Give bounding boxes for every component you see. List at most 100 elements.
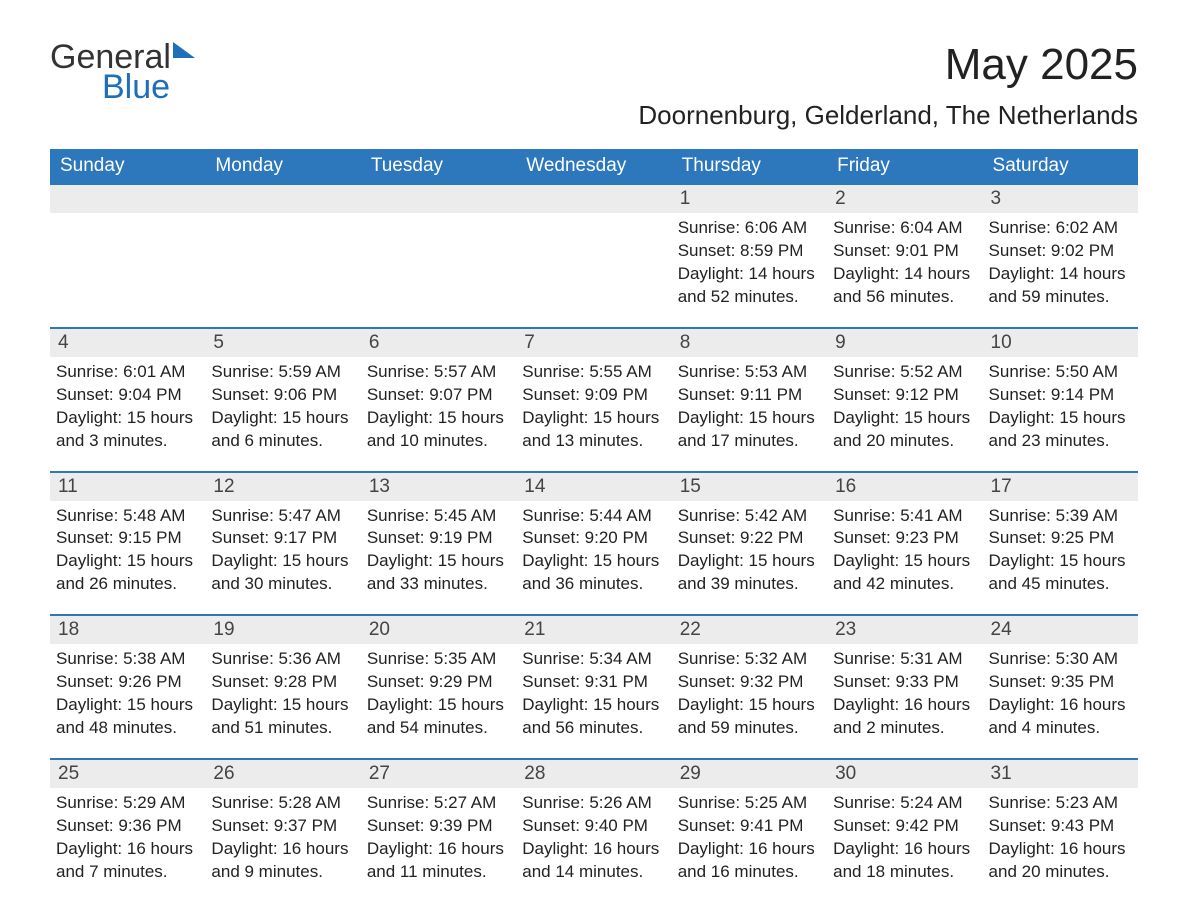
day-info: Sunrise: 5:48 AMSunset: 9:15 PMDaylight:… [56, 505, 199, 597]
day-info: Sunrise: 5:28 AMSunset: 9:37 PMDaylight:… [211, 792, 354, 884]
day-number: 23 [827, 616, 982, 644]
sunset-line: Sunset: 9:25 PM [989, 527, 1132, 550]
day-number: 13 [361, 473, 516, 501]
calendar-day-cell: 31Sunrise: 5:23 AMSunset: 9:43 PMDayligh… [983, 759, 1138, 902]
calendar-week-row: 4Sunrise: 6:01 AMSunset: 9:04 PMDaylight… [50, 328, 1138, 472]
day-number: 15 [672, 473, 827, 501]
sunset-line: Sunset: 9:35 PM [989, 671, 1132, 694]
day-info: Sunrise: 6:02 AMSunset: 9:02 PMDaylight:… [989, 217, 1132, 309]
daylight-line: Daylight: 15 hours and 13 minutes. [522, 407, 665, 453]
sunrise-line: Sunrise: 5:55 AM [522, 361, 665, 384]
calendar-day-cell: 1Sunrise: 6:06 AMSunset: 8:59 PMDaylight… [672, 184, 827, 328]
sunrise-line: Sunrise: 6:06 AM [678, 217, 821, 240]
sunset-line: Sunset: 9:40 PM [522, 815, 665, 838]
day-number: . [205, 185, 360, 213]
calendar-day-cell: 6Sunrise: 5:57 AMSunset: 9:07 PMDaylight… [361, 328, 516, 472]
day-number: . [50, 185, 205, 213]
sunset-line: Sunset: 9:43 PM [989, 815, 1132, 838]
day-number: 25 [50, 760, 205, 788]
daylight-line: Daylight: 15 hours and 54 minutes. [367, 694, 510, 740]
day-number: 20 [361, 616, 516, 644]
calendar-day-cell: 3Sunrise: 6:02 AMSunset: 9:02 PMDaylight… [983, 184, 1138, 328]
calendar-day-cell: 27Sunrise: 5:27 AMSunset: 9:39 PMDayligh… [361, 759, 516, 902]
day-header: Thursday [672, 149, 827, 184]
daylight-line: Daylight: 16 hours and 16 minutes. [678, 838, 821, 884]
sunrise-line: Sunrise: 5:53 AM [678, 361, 821, 384]
day-info: Sunrise: 5:50 AMSunset: 9:14 PMDaylight:… [989, 361, 1132, 453]
day-number: 19 [205, 616, 360, 644]
day-info: Sunrise: 5:47 AMSunset: 9:17 PMDaylight:… [211, 505, 354, 597]
calendar-day-cell: 18Sunrise: 5:38 AMSunset: 9:26 PMDayligh… [50, 615, 205, 759]
header: General Blue May 2025 Doornenburg, Gelde… [50, 40, 1138, 141]
day-info: Sunrise: 5:27 AMSunset: 9:39 PMDaylight:… [367, 792, 510, 884]
day-header: Saturday [983, 149, 1138, 184]
sunset-line: Sunset: 9:26 PM [56, 671, 199, 694]
calendar-day-cell: 30Sunrise: 5:24 AMSunset: 9:42 PMDayligh… [827, 759, 982, 902]
sunset-line: Sunset: 9:15 PM [56, 527, 199, 550]
day-info: Sunrise: 5:31 AMSunset: 9:33 PMDaylight:… [833, 648, 976, 740]
calendar-day-cell: 29Sunrise: 5:25 AMSunset: 9:41 PMDayligh… [672, 759, 827, 902]
day-info: Sunrise: 5:52 AMSunset: 9:12 PMDaylight:… [833, 361, 976, 453]
calendar-week-row: ....1Sunrise: 6:06 AMSunset: 8:59 PMDayl… [50, 184, 1138, 328]
calendar-day-cell: 19Sunrise: 5:36 AMSunset: 9:28 PMDayligh… [205, 615, 360, 759]
daylight-line: Daylight: 16 hours and 4 minutes. [989, 694, 1132, 740]
day-info: Sunrise: 5:39 AMSunset: 9:25 PMDaylight:… [989, 505, 1132, 597]
calendar-day-cell: 7Sunrise: 5:55 AMSunset: 9:09 PMDaylight… [516, 328, 671, 472]
daylight-line: Daylight: 15 hours and 56 minutes. [522, 694, 665, 740]
day-info: Sunrise: 5:35 AMSunset: 9:29 PMDaylight:… [367, 648, 510, 740]
daylight-line: Daylight: 15 hours and 26 minutes. [56, 550, 199, 596]
sunset-line: Sunset: 9:19 PM [367, 527, 510, 550]
daylight-line: Daylight: 16 hours and 11 minutes. [367, 838, 510, 884]
sunset-line: Sunset: 9:07 PM [367, 384, 510, 407]
daylight-line: Daylight: 15 hours and 6 minutes. [211, 407, 354, 453]
sunrise-line: Sunrise: 5:28 AM [211, 792, 354, 815]
day-number: 11 [50, 473, 205, 501]
day-number: . [516, 185, 671, 213]
sunset-line: Sunset: 9:04 PM [56, 384, 199, 407]
calendar-day-cell: 17Sunrise: 5:39 AMSunset: 9:25 PMDayligh… [983, 472, 1138, 616]
sunset-line: Sunset: 9:32 PM [678, 671, 821, 694]
daylight-line: Daylight: 15 hours and 39 minutes. [678, 550, 821, 596]
sunset-line: Sunset: 9:14 PM [989, 384, 1132, 407]
sunset-line: Sunset: 9:20 PM [522, 527, 665, 550]
daylight-line: Daylight: 15 hours and 33 minutes. [367, 550, 510, 596]
day-info: Sunrise: 5:34 AMSunset: 9:31 PMDaylight:… [522, 648, 665, 740]
day-info: Sunrise: 5:23 AMSunset: 9:43 PMDaylight:… [989, 792, 1132, 884]
sunrise-line: Sunrise: 5:26 AM [522, 792, 665, 815]
daylight-line: Daylight: 16 hours and 9 minutes. [211, 838, 354, 884]
sunset-line: Sunset: 9:22 PM [678, 527, 821, 550]
calendar-week-row: 18Sunrise: 5:38 AMSunset: 9:26 PMDayligh… [50, 615, 1138, 759]
day-number: 21 [516, 616, 671, 644]
month-title: May 2025 [638, 40, 1138, 90]
calendar-day-cell: 11 Sunrise: 5:48 AMSunset: 9:15 PMDayligh… [50, 472, 205, 616]
day-header: Monday [205, 149, 360, 184]
sunrise-line: Sunrise: 5:25 AM [678, 792, 821, 815]
calendar-day-cell: 9Sunrise: 5:52 AMSunset: 9:12 PMDaylight… [827, 328, 982, 472]
calendar-table: SundayMondayTuesdayWednesdayThursdayFrid… [50, 149, 1138, 902]
day-number: 6 [361, 329, 516, 357]
sunrise-line: Sunrise: 5:36 AM [211, 648, 354, 671]
day-info: Sunrise: 5:42 AMSunset: 9:22 PMDaylight:… [678, 505, 821, 597]
daylight-line: Daylight: 14 hours and 59 minutes. [989, 263, 1132, 309]
daylight-line: Daylight: 15 hours and 3 minutes. [56, 407, 199, 453]
sunrise-line: Sunrise: 6:02 AM [989, 217, 1132, 240]
day-info: Sunrise: 5:59 AMSunset: 9:06 PMDaylight:… [211, 361, 354, 453]
sunset-line: Sunset: 8:59 PM [678, 240, 821, 263]
day-number: 29 [672, 760, 827, 788]
day-number: 2 [827, 185, 982, 213]
calendar-day-cell: 23 Sunrise: 5:31 AMSunset: 9:33 PMDayligh… [827, 615, 982, 759]
daylight-line: Daylight: 15 hours and 59 minutes. [678, 694, 821, 740]
logo: General Blue [50, 40, 195, 104]
calendar-day-cell: 5Sunrise: 5:59 AMSunset: 9:06 PMDaylight… [205, 328, 360, 472]
day-number: 16 [827, 473, 982, 501]
sunset-line: Sunset: 9:39 PM [367, 815, 510, 838]
calendar-day-cell: 24Sunrise: 5:30 AMSunset: 9:35 PMDayligh… [983, 615, 1138, 759]
daylight-line: Daylight: 15 hours and 48 minutes. [56, 694, 199, 740]
calendar-day-cell: 15 Sunrise: 5:42 AMSunset: 9:22 PMDayligh… [672, 472, 827, 616]
sunrise-line: Sunrise: 5:41 AM [833, 505, 976, 528]
sunrise-line: Sunrise: 5:44 AM [522, 505, 665, 528]
daylight-line: Daylight: 15 hours and 17 minutes. [678, 407, 821, 453]
calendar-day-cell: 14Sunrise: 5:44 AMSunset: 9:20 PMDayligh… [516, 472, 671, 616]
sunrise-line: Sunrise: 5:45 AM [367, 505, 510, 528]
daylight-line: Daylight: 15 hours and 42 minutes. [833, 550, 976, 596]
